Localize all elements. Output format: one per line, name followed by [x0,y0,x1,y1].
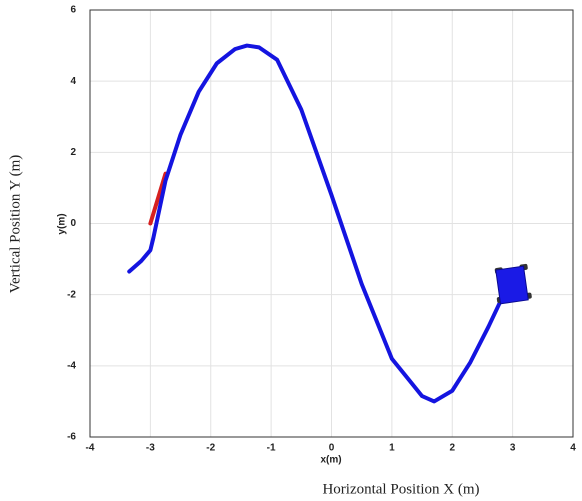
y-tick-label: -2 [67,289,76,300]
outer-x-label: Horizontal Position X (m) [322,481,479,497]
y-axis-label: y(m) [57,213,68,234]
y-tick-label: -6 [67,432,76,443]
y-tick-label: 6 [70,5,76,16]
x-tick-label: -2 [206,443,215,454]
vehicle [494,263,532,305]
x-tick-label: 3 [510,443,516,454]
x-tick-label: -1 [267,443,276,454]
x-tick-label: 4 [570,443,576,454]
x-tick-label: 1 [389,443,395,454]
y-tick-label: -4 [67,360,76,371]
vehicle-body [495,265,529,305]
x-tick-label: -4 [86,443,95,454]
x-tick-label: 2 [449,443,455,454]
outer-y-label: Vertical Position Y (m) [7,155,23,293]
y-tick-label: 4 [70,76,76,87]
x-tick-label: 0 [329,443,335,454]
plot-area: -4 -3 -2 -1 0 1 2 3 4 -6 -4 -2 0 2 4 6 [67,5,576,454]
y-tick-label: 0 [70,218,76,229]
trajectory-line [148,171,168,226]
x-axis-label: x(m) [320,455,341,466]
trajectory-line [127,43,506,404]
x-tick-label: -3 [146,443,155,454]
y-tick-label: 2 [70,147,76,158]
axes-box [89,9,574,438]
